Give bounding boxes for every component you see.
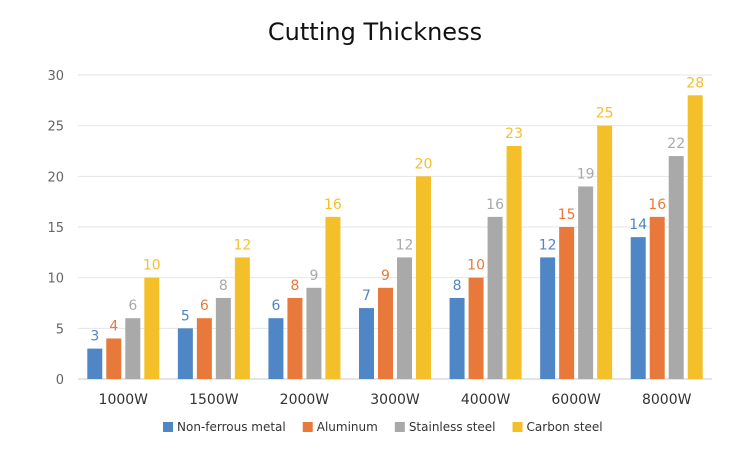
data-label: 9 — [309, 268, 318, 284]
data-label: 20 — [415, 156, 433, 172]
y-axis: 0 5 10 15 20 25 30 — [47, 69, 712, 388]
bar — [359, 308, 374, 379]
bar — [468, 277, 484, 379]
data-label: 8 — [219, 278, 228, 294]
legend-label: Non-ferrous metal — [177, 420, 286, 434]
data-label: 8 — [453, 278, 462, 294]
data-label: 19 — [577, 166, 595, 182]
x-tick-label: 1500W — [189, 392, 239, 408]
data-label: 6 — [271, 298, 280, 314]
data-label: 22 — [667, 136, 685, 152]
y-tick-label: 25 — [47, 120, 64, 135]
data-label: 14 — [629, 217, 647, 233]
bar — [234, 257, 250, 379]
x-tick-label: 2000W — [280, 392, 330, 408]
y-tick-label: 0 — [56, 373, 64, 388]
bar — [378, 287, 393, 379]
bar — [306, 287, 322, 379]
bar — [287, 297, 303, 379]
bar — [397, 257, 412, 379]
bar — [687, 95, 703, 380]
data-label: 9 — [381, 268, 390, 284]
y-tick-label: 20 — [47, 170, 64, 185]
data-label: 7 — [362, 288, 371, 304]
bar — [506, 145, 522, 379]
data-label: 10 — [467, 258, 485, 274]
x-tick-label: 3000W — [370, 392, 420, 408]
bar — [144, 277, 160, 379]
data-label: 6 — [200, 298, 209, 314]
bar — [325, 216, 341, 379]
bar — [559, 227, 575, 379]
y-tick-label: 30 — [47, 69, 64, 84]
data-label: 4 — [109, 318, 118, 334]
data-label: 12 — [233, 237, 251, 253]
chart-title: Cutting Thickness — [268, 18, 482, 46]
data-label: 16 — [324, 197, 342, 213]
data-label: 28 — [686, 75, 704, 91]
y-tick-label: 15 — [47, 221, 64, 236]
bar — [125, 318, 141, 379]
legend-label: Aluminum — [317, 420, 378, 434]
x-tick-label: 4000W — [461, 392, 511, 408]
bar — [597, 125, 613, 380]
legend-swatch — [163, 422, 173, 432]
data-label: 15 — [558, 207, 576, 223]
bar — [87, 348, 103, 379]
legend-label: Carbon steel — [527, 420, 603, 434]
legend-swatch — [302, 422, 313, 432]
bar — [215, 297, 231, 379]
data-label: 8 — [290, 278, 299, 294]
legend-label: Stainless steel — [409, 420, 496, 434]
bar — [578, 186, 594, 379]
legend-swatch — [512, 422, 523, 432]
data-labels: 3461056812689167912208101623121519251416… — [90, 75, 704, 344]
y-tick-label: 5 — [56, 322, 64, 337]
data-label: 5 — [181, 308, 190, 324]
bar — [649, 216, 665, 379]
x-tick-label: 1000W — [99, 392, 149, 408]
data-label: 16 — [648, 197, 666, 213]
bar — [487, 216, 503, 379]
legend-swatch — [394, 422, 405, 432]
legend: Non-ferrous metal Aluminum Stainless steel… — [163, 420, 603, 434]
bar — [268, 318, 284, 379]
x-tick-label: 6000W — [551, 392, 601, 408]
bars — [87, 95, 703, 380]
bar — [196, 318, 212, 379]
data-label: 25 — [596, 106, 614, 122]
bar — [449, 297, 465, 379]
data-label: 16 — [486, 197, 504, 213]
data-label: 10 — [143, 258, 161, 274]
bar — [630, 237, 646, 379]
data-label: 12 — [396, 237, 414, 253]
x-tick-label: 8000W — [642, 392, 692, 408]
bar — [106, 338, 122, 379]
bar — [416, 176, 431, 379]
data-label: 3 — [90, 329, 99, 345]
data-label: 23 — [505, 126, 523, 142]
bar — [540, 257, 556, 379]
bar — [177, 328, 193, 379]
gridlines — [78, 74, 712, 329]
bar — [668, 156, 684, 379]
y-tick-label: 10 — [47, 272, 64, 287]
data-label: 6 — [128, 298, 137, 314]
x-axis: 1000W 1500W 2000W 3000W 4000W 6000W 8000W — [99, 392, 692, 408]
data-label: 12 — [539, 237, 557, 253]
